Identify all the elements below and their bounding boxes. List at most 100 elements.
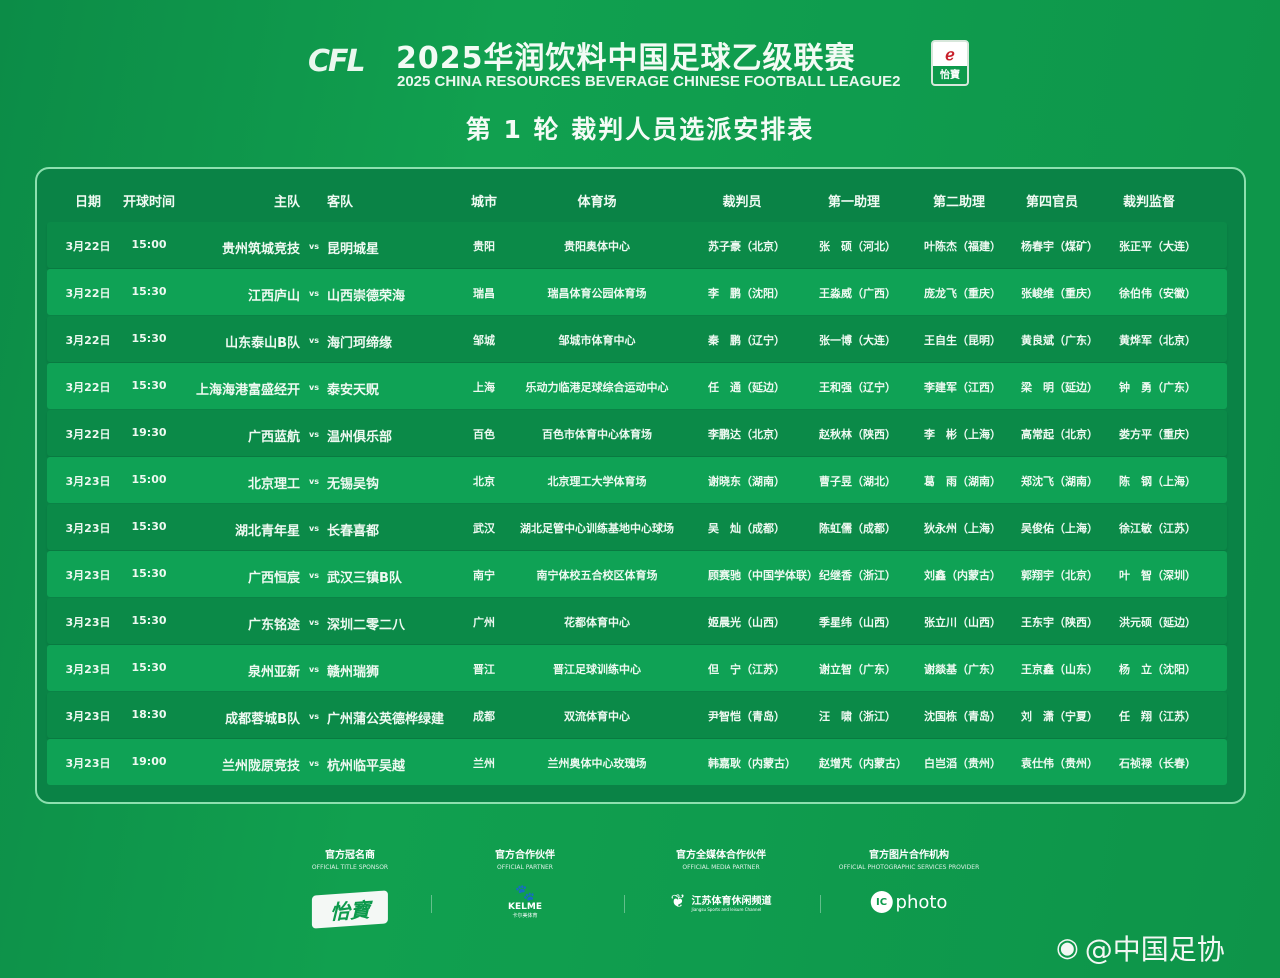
cell-date: 3月22日 xyxy=(65,334,111,347)
cell-date: 3月23日 xyxy=(65,569,111,582)
cell-away: 武汉三镇B队 xyxy=(327,571,402,586)
cell-city: 兰州 xyxy=(473,757,495,770)
cell-date: 3月22日 xyxy=(65,287,111,300)
cell-ar1: 汪 啸（浙江） xyxy=(819,710,896,723)
cell-home: 江西庐山 xyxy=(247,289,300,304)
cell-referee: 任 通（延边） xyxy=(708,381,785,394)
cell-vs: vs xyxy=(309,665,319,674)
cell-supervisor: 黄烨军（北京） xyxy=(1119,334,1196,347)
sponsor-title-cn: 官方冠名商 xyxy=(325,850,375,861)
table-row: 3月23日 18:30 成都蓉城B队 vs 广州蒲公英德桦绿建 成都 双流体育中心 尹智恺（青… xyxy=(47,692,1227,738)
cell-fourth: 黄良斌（广东） xyxy=(1021,334,1098,347)
cell-fourth: 梁 明（延边） xyxy=(1021,381,1098,394)
cell-time: 15:30 xyxy=(131,285,167,298)
cell-supervisor: 叶 智（深圳） xyxy=(1119,569,1196,582)
cell-home: 广西蓝航 xyxy=(247,430,300,445)
cell-ar1: 张一博（大连） xyxy=(819,334,896,347)
jsty-logo: ❦ 江苏体育休闲频道 Jiangsu Sports and leisure Ch… xyxy=(670,891,771,912)
header-ar1: 第一助理 xyxy=(827,195,881,210)
sponsor-partner-cn: 官方合作伙伴 xyxy=(495,850,555,861)
cell-fourth: 刘 潇（宁夏） xyxy=(1021,710,1098,723)
cell-away: 泰安天贶 xyxy=(327,383,380,398)
cell-away: 广州蒲公英德桦绿建 xyxy=(327,712,445,727)
cell-home: 贵州筑城竞技 xyxy=(221,242,300,257)
cell-away: 赣州瑞狮 xyxy=(327,665,380,680)
cell-fourth: 郭翔宇（北京） xyxy=(1021,569,1098,582)
cell-city: 北京 xyxy=(473,475,495,488)
cell-ar1: 王淼威（广西） xyxy=(819,287,896,300)
cell-date: 3月23日 xyxy=(65,475,111,488)
sponsor-badge-logo: ℯ 怡寶 xyxy=(931,40,969,86)
page-title-en: 2025 CHINA RESOURCES BEVERAGE CHINESE FO… xyxy=(397,73,901,90)
cell-ar2: 张立川（山西） xyxy=(924,616,1001,629)
cell-ar1: 陈虹儒（成都） xyxy=(819,522,896,535)
cell-time: 15:30 xyxy=(131,332,167,345)
table-row: 3月23日 15:00 北京理工 vs 无锡吴钩 北京 北京理工大学体育场 谢晓东（湖南） 曹子… xyxy=(47,457,1227,503)
page-title-cn: 2025华润饮料中国足球乙级联赛 xyxy=(396,41,856,76)
header-home: 主队 xyxy=(273,195,301,210)
cell-vs: vs xyxy=(309,618,319,627)
cell-venue: 贵阳奥体中心 xyxy=(564,240,630,253)
cell-supervisor: 娄方平（重庆） xyxy=(1119,428,1196,441)
divider xyxy=(820,895,821,913)
cell-time: 15:00 xyxy=(131,238,167,251)
cell-ar2: 叶陈杰（福建） xyxy=(924,240,1001,253)
table-row: 3月23日 15:30 泉州亚新 vs 赣州瑞狮 晋江 晋江足球训练中心 但 宁（江苏） 谢立智… xyxy=(47,645,1227,691)
ic-photo-logo: IC photo xyxy=(839,891,980,913)
cell-date: 3月23日 xyxy=(65,710,111,723)
cell-home: 广东铭途 xyxy=(247,618,300,633)
cell-supervisor: 杨 立（沈阳） xyxy=(1119,663,1196,676)
cell-referee: 李鹏达（北京） xyxy=(708,428,785,441)
cell-referee: 尹智恺（青岛） xyxy=(708,710,785,723)
cell-ar1: 赵增芃（内蒙古） xyxy=(819,757,907,770)
referee-schedule-table: 日期 开球时间 主队 客队 城市 体育场 裁判员 第一助理 第二助理 第四官员 … xyxy=(35,167,1246,804)
header-venue: 体育场 xyxy=(577,195,617,210)
sponsor-badge-text: 怡寶 xyxy=(933,66,967,84)
cell-time: 15:00 xyxy=(131,473,167,486)
cell-referee: 苏子豪（北京） xyxy=(708,240,785,253)
ic-circle-icon: IC xyxy=(870,891,893,913)
cell-venue: 晋江足球训练中心 xyxy=(553,663,641,676)
cell-fourth: 郑沈飞（湖南） xyxy=(1021,475,1098,488)
header-fourth: 第四官员 xyxy=(1025,195,1079,210)
cell-vs: vs xyxy=(309,571,319,580)
cell-referee: 姬晨光（山西） xyxy=(708,616,785,629)
cell-time: 18:30 xyxy=(131,708,167,721)
table-row: 3月22日 15:30 山东泰山B队 vs 海门珂缔缘 邹城 邹城市体育中心 秦 鹏（辽宁） 张… xyxy=(47,316,1227,362)
table-row: 3月23日 15:30 湖北青年星 vs 长春喜都 武汉 湖北足管中心训练基地中心球场 吴 灿… xyxy=(47,504,1227,550)
cell-supervisor: 徐江敏（江苏） xyxy=(1119,522,1196,535)
header-supervisor: 裁判监督 xyxy=(1122,195,1176,210)
cell-city: 晋江 xyxy=(473,663,495,676)
cell-referee: 韩嘉耿（内蒙古） xyxy=(708,757,796,770)
cell-referee: 谢晓东（湖南） xyxy=(708,475,785,488)
cell-venue: 邹城市体育中心 xyxy=(558,334,636,347)
table-row: 3月23日 15:30 广东铭途 vs 深圳二零二八 广州 花都体育中心 姬晨光（山西） 季星纬… xyxy=(47,598,1227,644)
cell-ar1: 赵秋林（陕西） xyxy=(819,428,896,441)
page-subtitle: 第 1 轮 裁判人员选派安排表 xyxy=(465,115,815,144)
kelme-logo: KELME xyxy=(508,902,542,912)
sponsor-photo: 官方图片合作机构 OFFICIAL PHOTOGRAPHIC SERVICES … xyxy=(839,846,980,913)
divider xyxy=(624,895,625,913)
cell-venue: 湖北足管中心训练基地中心球场 xyxy=(520,522,674,535)
ic-photo-text: photo xyxy=(895,891,948,913)
cell-date: 3月23日 xyxy=(65,757,111,770)
cell-home: 山东泰山B队 xyxy=(225,336,300,351)
cell-time: 15:30 xyxy=(131,614,167,627)
leaf-icon: ❦ xyxy=(670,891,686,912)
cell-home: 上海海港富盛经开 xyxy=(195,383,300,398)
cell-vs: vs xyxy=(309,336,319,345)
cell-vs: vs xyxy=(309,430,319,439)
cell-city: 贵阳 xyxy=(473,240,495,253)
cell-time: 15:30 xyxy=(131,520,167,533)
cell-time: 19:00 xyxy=(131,755,167,768)
cell-ar1: 曹子昱（湖北） xyxy=(819,475,896,488)
cell-ar1: 王和强（辽宁） xyxy=(819,381,896,394)
cell-ar2: 刘鑫（内蒙古） xyxy=(924,569,1001,582)
cell-supervisor: 钟 勇（广东） xyxy=(1119,381,1196,394)
cell-venue: 双流体育中心 xyxy=(564,710,630,723)
cell-vs: vs xyxy=(309,477,319,486)
header-date: 日期 xyxy=(74,195,102,210)
cell-supervisor: 陈 钢（上海） xyxy=(1119,475,1196,488)
sponsor-title-en: OFFICIAL TITLE SPONSOR xyxy=(311,864,389,871)
cell-city: 百色 xyxy=(473,428,495,441)
